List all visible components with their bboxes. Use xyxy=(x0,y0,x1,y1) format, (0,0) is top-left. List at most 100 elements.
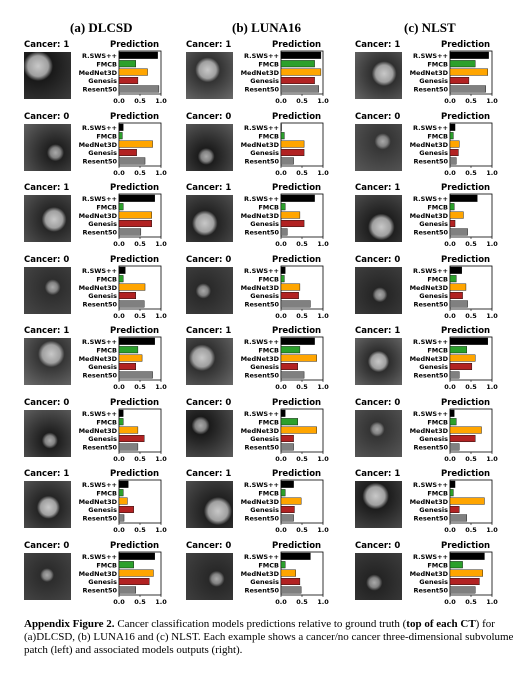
bar-fmcb xyxy=(118,417,124,425)
bar-mednet3d xyxy=(280,354,317,362)
model-label: Genesis xyxy=(88,220,117,228)
bar-rsws xyxy=(280,409,286,417)
model-label: FMCB xyxy=(96,60,117,68)
cancer-value: 0 xyxy=(63,111,70,122)
cancer-prefix: Cancer: xyxy=(24,540,64,551)
model-label: R.SWS++ xyxy=(413,410,448,418)
bar-genesis xyxy=(118,77,139,85)
bar-fmcb xyxy=(280,560,286,568)
example-panel: Cancer: 0 Prediction R.SWS++ FMCB MedNet3D Ge… xyxy=(186,541,336,611)
model-label: MedNet3D xyxy=(410,498,449,506)
bar-mednet3d xyxy=(280,68,322,76)
bar-resent50 xyxy=(118,299,145,307)
model-label: Genesis xyxy=(419,77,448,85)
ct-patch-image xyxy=(186,409,233,457)
caption-title: Appendix Figure 2. xyxy=(24,618,115,630)
model-label: Genesis xyxy=(88,363,117,371)
prediction-label: Prediction xyxy=(110,111,160,122)
cancer-prefix: Cancer: xyxy=(355,469,395,479)
bar-genesis xyxy=(280,77,315,85)
x-tick-label: 1.0 xyxy=(317,169,329,177)
prediction-label: Prediction xyxy=(110,469,160,479)
cancer-value: 0 xyxy=(225,111,232,122)
model-label: Resent50 xyxy=(414,443,449,451)
cancer-value: 1 xyxy=(225,183,232,193)
x-tick-label: 1.0 xyxy=(486,97,498,105)
x-tick-label: 1.0 xyxy=(155,598,167,606)
model-label: FMCB xyxy=(96,346,117,354)
model-label: MedNet3D xyxy=(79,69,118,77)
ct-patch-image xyxy=(186,338,233,385)
x-tick-label: 0.0 xyxy=(113,312,125,320)
caption-bold-text: top of each CT xyxy=(406,618,476,630)
x-tick-label: 0.5 xyxy=(465,97,477,105)
model-label: FMCB xyxy=(258,489,279,497)
example-panel: Cancer: 0 Prediction R.SWS++ FMCB MedNet3D Ge… xyxy=(186,255,336,325)
bar-genesis xyxy=(280,577,301,585)
x-tick-label: 1.0 xyxy=(317,526,329,534)
model-label: FMCB xyxy=(427,489,448,497)
bar-rsws xyxy=(449,480,456,488)
bar-rsws xyxy=(118,194,155,202)
x-tick-label: 0.5 xyxy=(134,526,146,534)
prediction-label: Prediction xyxy=(272,111,322,122)
ct-patch-image xyxy=(24,123,71,171)
cancer-value: 0 xyxy=(225,540,232,551)
bar-fmcb xyxy=(118,274,124,282)
bar-mednet3d xyxy=(449,140,460,148)
model-label: MedNet3D xyxy=(410,140,449,148)
model-label: Resent50 xyxy=(83,86,118,94)
model-label: Resent50 xyxy=(83,372,118,380)
ct-patch-image xyxy=(355,409,402,457)
cancer-prefix: Cancer: xyxy=(24,254,64,265)
model-label: R.SWS++ xyxy=(244,553,279,561)
bar-genesis xyxy=(118,506,134,514)
cancer-prefix: Cancer: xyxy=(186,254,226,265)
ct-patch-image xyxy=(355,266,402,314)
cancer-value: 1 xyxy=(394,326,401,336)
bar-genesis xyxy=(449,506,460,514)
x-tick-label: 0.5 xyxy=(134,383,146,391)
bar-rsws xyxy=(449,552,485,560)
model-label: MedNet3D xyxy=(79,426,118,434)
model-label: Genesis xyxy=(419,435,448,443)
bar-rsws xyxy=(449,409,455,417)
bar-fmcb xyxy=(449,346,467,354)
model-label: Genesis xyxy=(88,292,117,300)
model-label: R.SWS++ xyxy=(82,553,117,561)
model-label: Resent50 xyxy=(414,157,449,165)
bar-genesis xyxy=(280,291,299,299)
example-panel: Cancer: 0 Prediction R.SWS++ FMCB MedNet3D Ge… xyxy=(186,398,336,468)
prediction-label: Prediction xyxy=(441,397,491,408)
cancer-label: Cancer: 0 xyxy=(355,541,400,551)
cancer-value: 1 xyxy=(63,40,70,50)
bar-resent50 xyxy=(280,85,319,93)
bar-resent50 xyxy=(280,585,302,593)
model-label: R.SWS++ xyxy=(82,124,117,132)
bar-mednet3d xyxy=(118,354,143,362)
x-tick-label: 0.5 xyxy=(296,455,308,463)
bar-fmcb xyxy=(449,274,457,282)
ct-patch-image xyxy=(355,123,402,171)
model-label: R.SWS++ xyxy=(244,195,279,203)
bar-genesis xyxy=(449,363,473,371)
x-tick-label: 1.0 xyxy=(155,526,167,534)
prediction-label: Prediction xyxy=(110,397,160,408)
bar-fmcb xyxy=(449,489,454,497)
cancer-value: 1 xyxy=(63,469,70,479)
x-tick-label: 0.0 xyxy=(113,383,125,391)
bar-rsws xyxy=(280,480,294,488)
bar-mednet3d xyxy=(280,211,301,219)
model-label: MedNet3D xyxy=(79,283,118,291)
bar-mednet3d xyxy=(118,497,128,505)
example-panel: Cancer: 0 Prediction R.SWS++ FMCB MedNet3D Ge… xyxy=(355,541,505,611)
model-label: MedNet3D xyxy=(241,569,280,577)
cancer-prefix: Cancer: xyxy=(355,397,395,408)
cancer-prefix: Cancer: xyxy=(355,111,395,122)
